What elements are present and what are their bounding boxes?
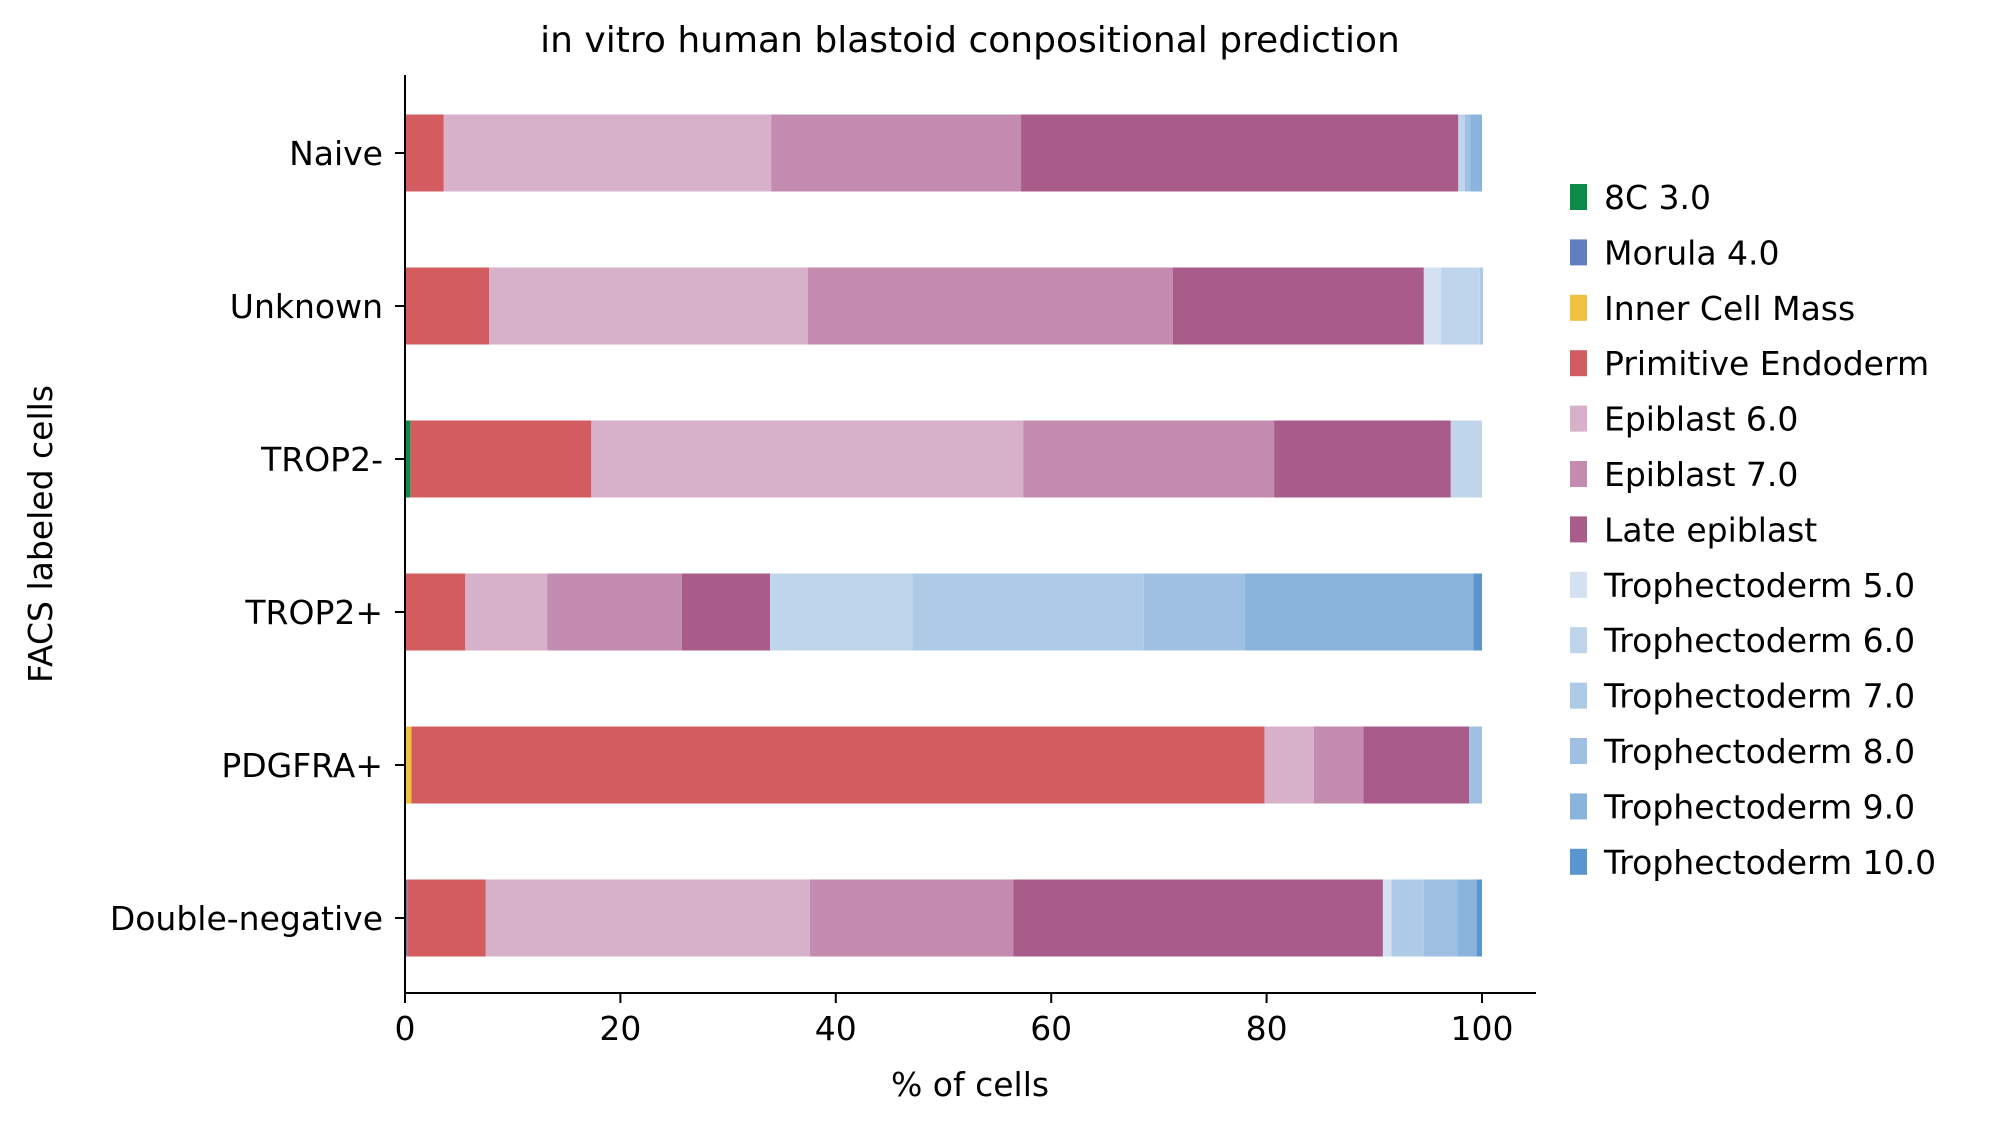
bar-segment-trop2-late-epiblast (1274, 420, 1451, 498)
legend: 8C 3.0 Morula 4.0 Inner Cell Mass Primitive… (1570, 178, 1936, 882)
x-tick-label-0: 0 (395, 1009, 416, 1048)
x-tick-label-100: 100 (1451, 1009, 1514, 1048)
y-tick-label-trop2: TROP2- (260, 440, 383, 479)
x-axis-title: % of cells (891, 1065, 1049, 1104)
bar-segment-trop2-epiblast-6-0 (591, 420, 1024, 498)
y-ticks-group: Naive Unknown TROP2- TROP2+ PDGFRA+ Double-ne… (110, 134, 405, 938)
y-axis-title: FACS labeled cells (21, 385, 60, 683)
bar-segment-naive-primitive-endoderm (405, 114, 444, 192)
y-tick-label-unknown: Unknown (230, 287, 383, 326)
bar-segment-trop2-primitive-endoderm (410, 420, 592, 498)
bar-segment-trop2-trophectoderm-9-0 (1245, 573, 1474, 651)
bar-segment-double-negative-epiblast-6-0 (485, 879, 810, 957)
bar-segment-double-negative-late-epiblast (1013, 879, 1383, 957)
bar-segment-trop2-epiblast-7-0 (547, 573, 682, 651)
bar-segment-trop2-trophectoderm-7-0 (912, 573, 1144, 651)
legend-label-late-epiblast: Late epiblast (1604, 510, 1817, 549)
legend-swatch-trophectoderm-9-0 (1570, 793, 1587, 820)
x-ticks-group: 0 20 40 60 80 100 (395, 993, 1514, 1048)
legend-label-trophectoderm-8-0: Trophectoderm 8.0 (1603, 732, 1915, 771)
bar-segment-double-negative-primitive-endoderm (407, 879, 486, 957)
bar-segment-trop2-trophectoderm-6-0 (1450, 420, 1482, 498)
bar-segment-trop2-epiblast-7-0 (1023, 420, 1275, 498)
bar-segment-naive-late-epiblast (1021, 114, 1459, 192)
legend-swatch-trophectoderm-10-0 (1570, 848, 1587, 875)
legend-swatch-trophectoderm-6-0 (1570, 627, 1587, 654)
legend-label-trophectoderm-6-0: Trophectoderm 6.0 (1603, 621, 1915, 660)
bar-segment-double-negative-epiblast-7-0 (809, 879, 1014, 957)
bar-segment-double-negative-trophectoderm-10-0 (1476, 879, 1482, 957)
bar-segment-double-negative-trophectoderm-9-0 (1457, 879, 1477, 957)
legend-swatch-epiblast-7-0 (1570, 461, 1587, 487)
bar-segment-double-negative-trophectoderm-8-0 (1423, 879, 1458, 957)
bar-segment-unknown-trophectoderm-5-0 (1423, 267, 1442, 345)
y-tick-label-trop2: TROP2+ (244, 593, 383, 632)
y-tick-label-naive: Naive (289, 134, 383, 173)
x-tick-label-60: 60 (1030, 1009, 1072, 1048)
legend-label-trophectoderm-5-0: Trophectoderm 5.0 (1603, 566, 1915, 605)
y-tick-label-double-negative: Double-negative (110, 899, 383, 938)
bar-segment-trop2-8c-3-0 (405, 420, 411, 498)
bar-segment-pdgfra-epiblast-7-0 (1313, 726, 1364, 804)
y-tick-label-pdgfra: PDGFRA+ (221, 746, 383, 785)
legend-swatch-late-epiblast (1570, 516, 1587, 543)
bar-segment-unknown-primitive-endoderm (405, 267, 490, 345)
bar-segment-unknown-epiblast-6-0 (489, 267, 808, 345)
legend-label-inner-cell-mass: Inner Cell Mass (1604, 289, 1855, 328)
legend-swatch-inner-cell-mass (1570, 294, 1587, 321)
bars-group (405, 114, 1484, 957)
bar-segment-pdgfra-primitive-endoderm (411, 726, 1265, 804)
bar-segment-pdgfra-inner-cell-mass (405, 726, 412, 804)
legend-label-trophectoderm-10-0: Trophectoderm 10.0 (1603, 843, 1936, 882)
legend-label-epiblast-6-0: Epiblast 6.0 (1604, 400, 1798, 439)
bar-segment-trop2-trophectoderm-6-0 (770, 573, 913, 651)
bar-segment-unknown-epiblast-7-0 (807, 267, 1173, 345)
x-tick-label-40: 40 (815, 1009, 857, 1048)
bar-segment-trop2-primitive-endoderm (405, 573, 466, 651)
legend-swatch-epiblast-6-0 (1570, 405, 1587, 432)
legend-label-8c-3-0: 8C 3.0 (1604, 178, 1711, 217)
bar-segment-double-negative-morula-4-0 (405, 879, 408, 957)
bar-segment-trop2-epiblast-6-0 (465, 573, 548, 651)
bar-segment-trop2-trophectoderm-10-0 (1473, 573, 1482, 651)
bar-segment-naive-epiblast-7-0 (771, 114, 1022, 192)
legend-swatch-primitive-endoderm (1570, 350, 1587, 377)
legend-label-primitive-endoderm: Primitive Endoderm (1604, 344, 1929, 383)
legend-label-epiblast-7-0: Epiblast 7.0 (1604, 455, 1798, 494)
legend-label-trophectoderm-9-0: Trophectoderm 9.0 (1603, 787, 1915, 826)
bar-segment-pdgfra-epiblast-6-0 (1264, 726, 1314, 804)
bar-segment-unknown-late-epiblast (1172, 267, 1424, 345)
x-tick-label-20: 20 (599, 1009, 641, 1048)
legend-label-morula-4-0: Morula 4.0 (1604, 233, 1780, 272)
bar-segment-trop2-late-epiblast (681, 573, 771, 651)
bar-segment-double-negative-trophectoderm-7-0 (1391, 879, 1424, 957)
legend-swatch-trophectoderm-8-0 (1570, 738, 1587, 764)
bar-segment-double-negative-trophectoderm-5-0 (1382, 879, 1392, 957)
legend-swatch-8c-3-0 (1570, 184, 1587, 210)
bar-segment-naive-trophectoderm-6-0 (1458, 114, 1465, 192)
legend-swatch-trophectoderm-5-0 (1570, 571, 1587, 598)
x-tick-label-80: 80 (1246, 1009, 1288, 1048)
bar-segment-unknown-trophectoderm-6-0 (1441, 267, 1480, 345)
bar-segment-naive-epiblast-6-0 (443, 114, 772, 192)
legend-label-trophectoderm-7-0: Trophectoderm 7.0 (1603, 677, 1915, 716)
bar-segment-unknown-trophectoderm-7-0 (1479, 267, 1484, 345)
legend-swatch-morula-4-0 (1570, 239, 1587, 266)
legend-swatch-trophectoderm-7-0 (1570, 682, 1587, 709)
bar-segment-trop2-trophectoderm-8-0 (1143, 573, 1246, 651)
bar-segment-naive-trophectoderm-8-0 (1464, 114, 1471, 192)
chart-title: in vitro human blastoid conpositional pr… (540, 20, 1400, 61)
bar-segment-naive-trophectoderm-9-0 (1470, 114, 1482, 192)
bar-segment-pdgfra-late-epiblast (1363, 726, 1470, 804)
bar-segment-pdgfra-trophectoderm-8-0 (1469, 726, 1482, 804)
